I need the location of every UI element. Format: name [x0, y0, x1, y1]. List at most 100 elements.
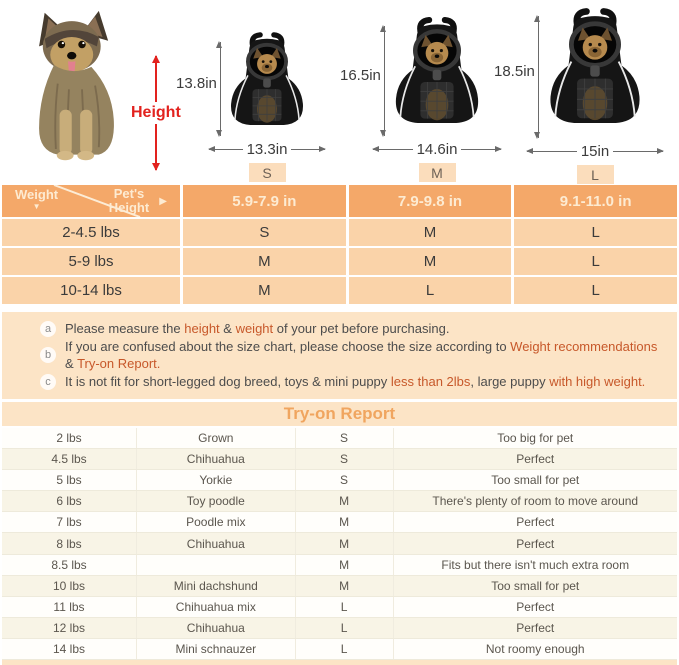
- tryon-weight: 7 lbs: [2, 512, 137, 533]
- table-row: 7 lbs Poodle mix M Perfect: [2, 512, 677, 534]
- table-row: 6 lbs Toy poodle M There's plenty of room t…: [2, 491, 677, 513]
- width-dimension-line: 13.3in: [208, 141, 326, 158]
- size-chip-m: M: [418, 163, 456, 182]
- note-marker-c: c: [40, 373, 56, 390]
- notes-section: a Please measure the height & weight of …: [2, 312, 677, 399]
- tryon-weight: 12 lbs: [2, 617, 137, 638]
- tryon-comment: Perfect: [516, 599, 555, 614]
- tryon-breed: Poodle mix: [137, 512, 296, 533]
- vertical-arrow-icon: [534, 15, 541, 139]
- size-cell: M: [183, 277, 346, 304]
- column-header-3: 9.1-11.0 in: [514, 185, 677, 217]
- note-a: a Please measure the height & weight of …: [40, 320, 665, 337]
- tryon-report-section: Try-on Report 2 lbs Grown S Too big for pet…: [2, 402, 677, 665]
- tryon-breed: Grown: [137, 428, 296, 449]
- table-row: 11 lbs Chihuahua mix L Perfect: [2, 596, 677, 618]
- note-marker-a: a: [40, 320, 56, 337]
- left-arrow-icon: [372, 145, 413, 152]
- size-cell: M: [348, 219, 512, 246]
- tryon-weight: 8.5 lbs: [2, 554, 137, 575]
- tryon-comment: Fits but there isn't much extra room: [441, 557, 630, 572]
- table-row: 8.5 lbs M Fits but there isn't much extra …: [2, 554, 677, 576]
- tryon-comment: Too big for pet: [497, 431, 574, 446]
- pet-height-indicator: Height: [131, 55, 181, 171]
- tryon-breed: Chihuahua: [137, 533, 296, 554]
- height-dimension-value: 13.8in: [176, 74, 217, 92]
- tryon-weight: 6 lbs: [2, 491, 137, 512]
- tryon-comment: Perfect: [516, 536, 555, 551]
- tryon-size: M: [296, 554, 394, 575]
- size-cell: M: [348, 248, 512, 275]
- width-dimension-value: 15in: [580, 143, 610, 160]
- corner-cell: Weight ▼ Pet's Height ▶: [2, 185, 180, 217]
- size-cell: S: [183, 219, 346, 246]
- table-row: 5 lbs Yorkie S Too small for pet: [2, 470, 677, 492]
- tryon-breed: Mini schnauzer: [137, 638, 296, 660]
- tryon-comment: Perfect: [516, 620, 555, 635]
- backpack-icon: [225, 28, 309, 138]
- tryon-comment: There's plenty of room to move around: [432, 494, 639, 509]
- note-marker-b: b: [40, 347, 56, 363]
- note-c: c It is not fit for short-legged dog bre…: [40, 373, 665, 390]
- yorkie-photo: [26, 6, 138, 166]
- column-header-2: 7.9-9.8 in: [348, 185, 512, 217]
- table-row: 2 lbs Grown S Too big for pet: [2, 428, 677, 450]
- tryon-breed: Toy poodle: [137, 491, 296, 512]
- table-row: 10 lbs Mini dachshund M Too small for pet: [2, 575, 677, 597]
- width-dimension-value: 14.6in: [416, 141, 458, 158]
- column-header-1: 5.9-7.9 in: [183, 185, 346, 217]
- tryon-comment: Too small for pet: [491, 578, 580, 593]
- height-dimension-line: 16.5in: [340, 12, 389, 138]
- size-cell: L: [514, 277, 677, 304]
- width-dimension-line: 14.6in: [372, 141, 502, 158]
- backpack-figure-l: 18.5in 15in L: [494, 2, 664, 184]
- size-cell: L: [514, 219, 677, 246]
- backpack-icon: [543, 2, 647, 140]
- vertical-arrow-icon: [216, 41, 223, 137]
- tryon-size: M: [296, 512, 394, 533]
- height-dimension-value: 16.5in: [340, 66, 381, 84]
- backpack-figure-m: 16.5in 14.6in M: [340, 12, 502, 182]
- tryon-breed: Chihuahua: [137, 617, 296, 638]
- height-dimension-line: 18.5in: [494, 2, 543, 140]
- backpack-icon: [389, 12, 485, 138]
- corner-pet-height-label: Pet's Height: [108, 186, 150, 215]
- tryon-weight: 8 lbs: [2, 533, 137, 554]
- weight-row-label: 5-9 lbs: [2, 248, 180, 275]
- note-text: It is not fit for short-legged dog breed…: [65, 374, 646, 389]
- tryon-comment: Perfect: [516, 515, 555, 530]
- height-label: Height: [131, 104, 181, 121]
- size-cell: L: [348, 277, 512, 304]
- figure-bottom: 14.6in M: [372, 141, 502, 182]
- height-dimension-value: 18.5in: [494, 62, 535, 80]
- weight-row-label: 2-4.5 lbs: [2, 219, 180, 246]
- tryon-report-table: 2 lbs Grown S Too big for pet 4.5 lbs Chihua…: [2, 428, 677, 661]
- figure-bottom: 13.3in S: [208, 141, 326, 182]
- tryon-report-title: Try-on Report: [2, 402, 677, 428]
- table-row: 12 lbs Chihuahua L Perfect: [2, 617, 677, 639]
- size-chip-l: L: [576, 165, 614, 184]
- tryon-breed: Chihuahua: [137, 449, 296, 470]
- tryon-breed: Mini dachshund: [137, 575, 296, 596]
- tryon-breed: Chihuahua mix: [137, 596, 296, 617]
- tryon-weight: 5 lbs: [2, 470, 137, 491]
- tryon-breed: Yorkie: [137, 470, 296, 491]
- left-arrow-icon: [526, 147, 577, 154]
- tryon-size: M: [296, 575, 394, 596]
- figure-top: 18.5in: [494, 2, 663, 140]
- tryon-weight: 14 lbs: [2, 638, 137, 660]
- tryon-comment: Perfect: [516, 452, 555, 467]
- tryon-size: L: [296, 617, 394, 638]
- tryon-weight: 2 lbs: [2, 428, 137, 449]
- right-triangle-icon: ▶: [159, 196, 167, 207]
- backpack-figure-s: 13.8in 13.3in S: [176, 28, 326, 182]
- table-row: 8 lbs Chihuahua M Perfect: [2, 533, 677, 555]
- figure-top: 16.5in: [340, 12, 501, 138]
- figure-top: 13.8in: [176, 28, 325, 138]
- size-cell: L: [514, 248, 677, 275]
- note-text: If you are confused about the size chart…: [65, 339, 658, 371]
- tryon-weight: 10 lbs: [2, 575, 137, 596]
- size-chip-s: S: [248, 163, 286, 182]
- tryon-size: M: [296, 533, 394, 554]
